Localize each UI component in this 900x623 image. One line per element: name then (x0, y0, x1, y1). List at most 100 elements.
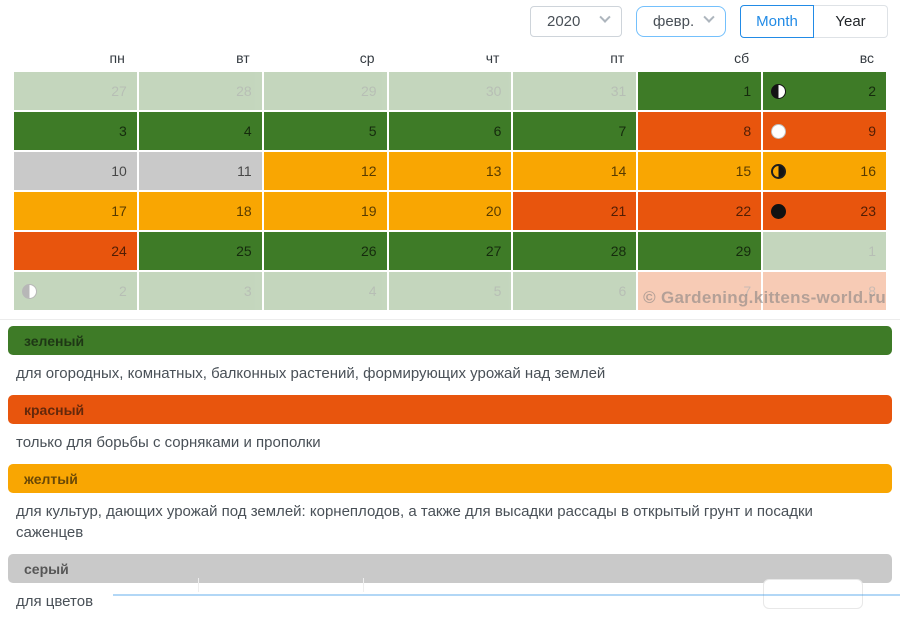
calendar-grid: 27 28 29 30 31 1 2 3 4 5 6 7 8 9 10 11 12 13 14 15 16 17 18 19 2… (14, 72, 886, 310)
year-view-button[interactable]: Year (814, 5, 888, 38)
day-number: 3 (119, 123, 127, 139)
day-cell[interactable]: 10 (14, 152, 137, 190)
day-number: 28 (236, 83, 252, 99)
day-number: 11 (237, 163, 252, 179)
day-number: 16 (860, 163, 876, 179)
day-cell[interactable]: 4 (138, 112, 262, 150)
legend-description: для огородных, комнатных, балконных раст… (16, 365, 606, 382)
day-number: 13 (485, 163, 502, 179)
day-cell[interactable]: 24 (14, 232, 137, 270)
day-cell[interactable]: 14 (513, 152, 637, 190)
legend-description: для культур, дающих урожай под землей: к… (16, 503, 813, 541)
day-cell[interactable]: 5 (388, 272, 512, 310)
day-cell[interactable]: 17 (14, 192, 137, 230)
day-cell[interactable]: 2 (763, 72, 886, 110)
moon-new-icon (771, 203, 787, 219)
day-cell[interactable]: 5 (263, 112, 387, 150)
day-number: 21 (610, 203, 627, 219)
weekday-label: сб (734, 50, 750, 66)
legend-label: красный (24, 401, 85, 418)
day-cell[interactable]: 27 (388, 232, 512, 270)
legend-bar-gray: серый (8, 554, 892, 583)
partial-divider (198, 578, 199, 592)
day-cell[interactable]: 30 (388, 72, 512, 110)
day-cell[interactable]: 16 (763, 152, 886, 190)
weekday-row: пн вт ср чт пт сб вс (14, 50, 886, 70)
day-cell[interactable]: 23 (763, 192, 886, 230)
year-select-value: 2020 (547, 13, 581, 30)
day-cell[interactable]: 25 (138, 232, 262, 270)
weekday-label: пн (109, 50, 125, 66)
day-cell[interactable]: 6 (388, 112, 512, 150)
day-cell[interactable]: 2 (14, 272, 137, 310)
day-cell[interactable]: 20 (388, 192, 512, 230)
chevron-down-icon (703, 11, 715, 23)
weekday-label: пт (610, 50, 625, 66)
day-cell[interactable]: 1 (638, 72, 762, 110)
day-cell[interactable]: 4 (263, 272, 387, 310)
day-cell[interactable]: 8 (638, 112, 762, 150)
month-select[interactable]: февр. (636, 6, 726, 37)
day-cell[interactable]: 29 (263, 72, 387, 110)
day-number: 1 (868, 243, 876, 259)
day-number: 29 (735, 243, 752, 259)
day-cell[interactable]: 18 (138, 192, 262, 230)
day-number: 15 (735, 163, 752, 179)
day-number: 22 (735, 203, 752, 219)
month-view-button[interactable]: Month (740, 5, 814, 38)
day-number: 8 (743, 123, 752, 139)
weekday-label: чт (485, 50, 500, 66)
day-cell[interactable]: 7 (638, 272, 762, 310)
day-number: 2 (868, 83, 876, 99)
day-number: 8 (868, 283, 876, 299)
lunar-calendar: пн вт ср чт пт сб вс 27 28 29 30 31 1 2 3 4 5 6 7 8 9 10 11 12… (14, 50, 886, 310)
day-number: 27 (485, 243, 502, 259)
day-cell[interactable]: 27 (14, 72, 137, 110)
day-cell[interactable]: 21 (513, 192, 637, 230)
day-number: 1 (743, 83, 752, 99)
legend-description: только для борьбы с сорняками и прополки (16, 434, 321, 451)
day-number: 18 (236, 203, 252, 219)
day-number: 17 (111, 203, 127, 219)
day-cell[interactable]: 28 (513, 232, 637, 270)
moon-first-quarter-icon (771, 83, 787, 99)
day-number: 26 (360, 243, 377, 259)
weekday-label: вт (236, 50, 250, 66)
day-cell[interactable]: 22 (638, 192, 762, 230)
day-cell[interactable]: 31 (513, 72, 637, 110)
day-number: 27 (111, 83, 127, 99)
day-cell[interactable]: 1 (763, 232, 886, 270)
legend: зеленый для огородных, комнатных, балконн… (0, 326, 900, 623)
day-cell[interactable]: 3 (14, 112, 137, 150)
day-number: 9 (868, 123, 876, 139)
month-select-value: февр. (653, 13, 695, 30)
day-number: 4 (368, 283, 377, 299)
legend-bar-red: красный (8, 395, 892, 424)
moon-first-quarter-icon (22, 283, 37, 299)
day-number: 19 (360, 203, 377, 219)
day-number: 30 (485, 83, 502, 99)
day-cell[interactable]: 11 (138, 152, 262, 190)
day-number: 7 (618, 123, 627, 139)
day-cell[interactable]: 3 (138, 272, 262, 310)
weekday-label: вс (859, 50, 874, 66)
day-number: 10 (111, 163, 127, 179)
day-cell[interactable]: 8 (763, 272, 886, 310)
day-cell[interactable]: 7 (513, 112, 637, 150)
day-cell[interactable]: 13 (388, 152, 512, 190)
day-cell[interactable]: 12 (263, 152, 387, 190)
day-cell[interactable]: 9 (763, 112, 886, 150)
day-cell[interactable]: 28 (138, 72, 262, 110)
day-cell[interactable]: 29 (638, 232, 762, 270)
day-number: 24 (111, 243, 127, 259)
day-number: 23 (860, 203, 876, 219)
day-number: 2 (119, 283, 127, 299)
day-number: 28 (610, 243, 627, 259)
day-cell[interactable]: 6 (513, 272, 637, 310)
day-number: 31 (610, 83, 627, 99)
day-cell[interactable]: 19 (263, 192, 387, 230)
day-cell[interactable]: 15 (638, 152, 762, 190)
year-select[interactable]: 2020 (530, 6, 622, 37)
day-number: 25 (236, 243, 252, 259)
day-cell[interactable]: 26 (263, 232, 387, 270)
